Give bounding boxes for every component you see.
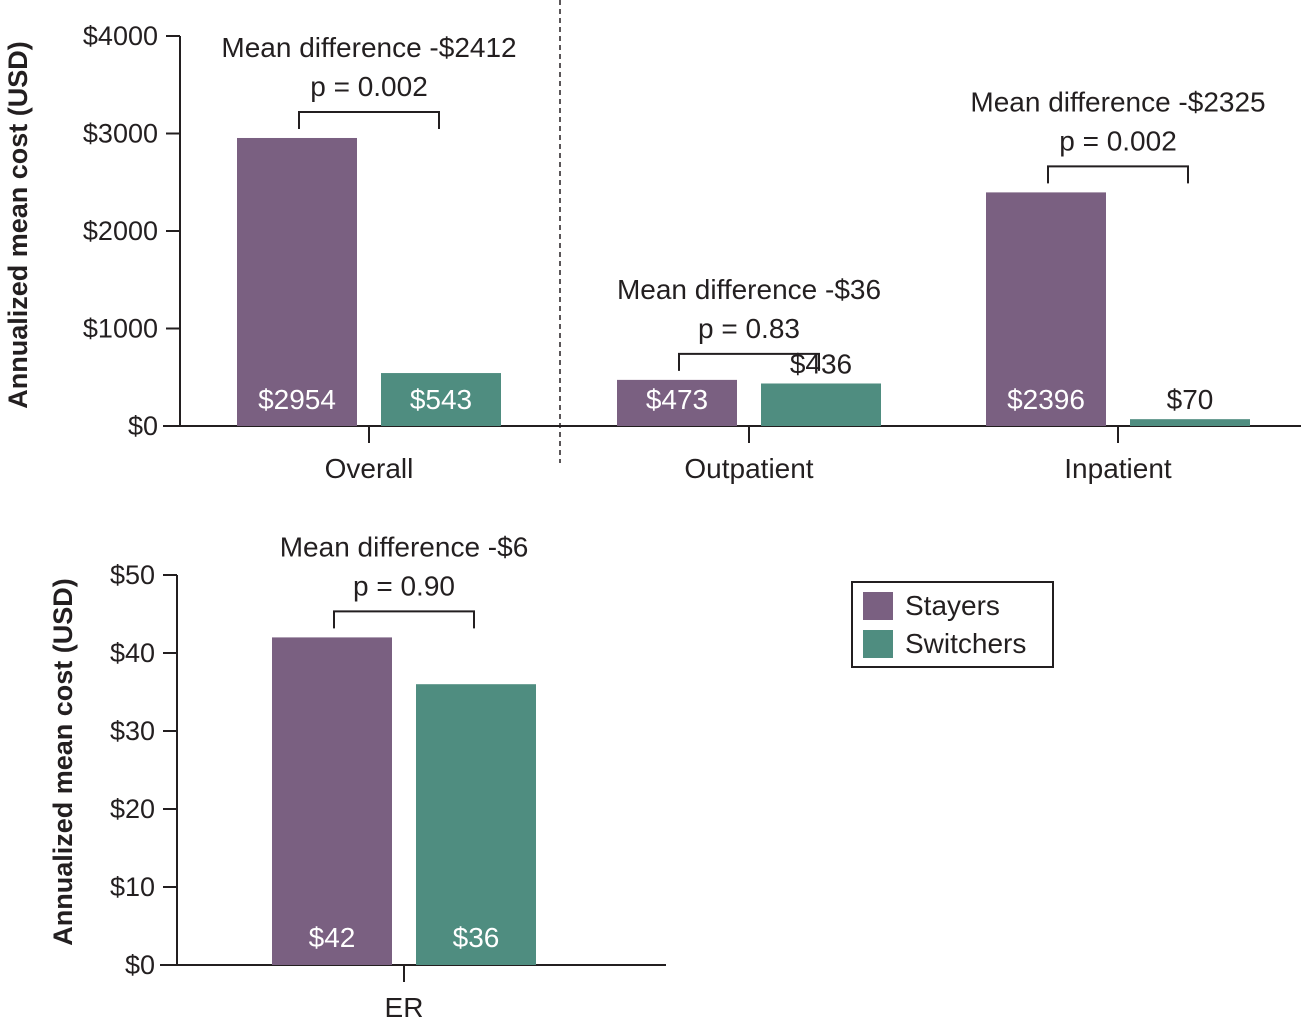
significance-bracket (678, 352, 820, 371)
legend: Stayers Switchers (851, 581, 1054, 668)
bottom-bars: $42 $36 (272, 637, 536, 965)
mean-difference-label: Mean difference -$2412 (221, 32, 516, 63)
y-tick-label: $3000 (83, 119, 158, 149)
bottom-x-ticks: ER (385, 965, 424, 1023)
p-value-label: p = 0.83 (698, 313, 800, 344)
top-y-axis-title: Annualized mean cost (USD) (3, 41, 33, 409)
top-x-ticks: Overall Outpatient Inpatient (325, 426, 1172, 484)
bar-value-label: $70 (1167, 384, 1214, 415)
x-tick-label: ER (385, 992, 424, 1023)
bottom-y-ticks: $0 $10 $20 $30 $40 $50 (110, 560, 177, 980)
x-tick-label: Outpatient (684, 453, 813, 484)
bar-value-label: $36 (453, 922, 500, 953)
bar-stayers-overall (237, 137, 357, 427)
legend-swatch-switchers (863, 630, 893, 658)
legend-swatch-stayers (863, 592, 893, 620)
significance-bracket (1047, 165, 1189, 184)
bar-switchers-outpatient (761, 383, 881, 426)
top-chart: Annualized mean cost (USD) $0$1000$2000$… (3, 0, 1301, 484)
legend-label-stayers: Stayers (905, 590, 1000, 621)
bar-switchers-overall (381, 373, 501, 426)
bottom-annotations: p = 0.90 Mean difference -$6 (280, 531, 529, 629)
legend-label-switchers: Switchers (905, 628, 1026, 659)
significance-bracket (333, 610, 475, 629)
y-tick-label: $20 (110, 794, 155, 824)
y-tick-label: $2000 (83, 216, 158, 246)
y-tick-label: $0 (125, 950, 155, 980)
mean-difference-label: Mean difference -$36 (617, 274, 881, 305)
bar-value-label: $473 (646, 384, 708, 415)
top-annotations: p = 0.002 Mean difference -$2412 p = 0.83 M… (221, 32, 1266, 371)
y-tick-label: $50 (110, 560, 155, 590)
mean-difference-label: Mean difference -$6 (280, 531, 529, 562)
bottom-chart: Annualized mean cost (USD) $0 $10 $20 $30 $4… (48, 531, 666, 1023)
bar-switchers-inpatient (1130, 419, 1250, 426)
bar-stayers-outpatient (617, 379, 737, 426)
bar-stayers-inpatient (986, 192, 1106, 426)
bar-value-label: $543 (410, 384, 472, 415)
bar-stayers-er (272, 637, 392, 965)
top-y-ticks: $0 $1000 $2000 $3000 $4000 (83, 21, 180, 441)
y-tick-label: $30 (110, 716, 155, 746)
y-tick-label: $4000 (83, 21, 158, 51)
y-tick-label: $0 (128, 411, 158, 441)
significance-bracket (298, 110, 440, 129)
p-value-label: p = 0.002 (1059, 125, 1177, 156)
bar-value-label: $2954 (258, 384, 336, 415)
y-tick-label: $10 (110, 872, 155, 902)
bar-switchers-er (416, 684, 536, 965)
y-tick-label: $1000 (83, 314, 158, 344)
y-tick-label: $40 (110, 638, 155, 668)
bar-value-label: $2396 (1007, 384, 1085, 415)
x-tick-label: Overall (325, 453, 414, 484)
bar-value-label: $42 (309, 922, 356, 953)
bottom-y-axis-title: Annualized mean cost (USD) (48, 578, 78, 946)
x-tick-label: Inpatient (1064, 453, 1172, 484)
p-value-label: p = 0.002 (310, 71, 428, 102)
mean-difference-label: Mean difference -$2325 (970, 86, 1265, 117)
p-value-label: p = 0.90 (353, 570, 455, 601)
top-bars: $2954 $543 $473$436$2396 $70 (237, 137, 1250, 427)
